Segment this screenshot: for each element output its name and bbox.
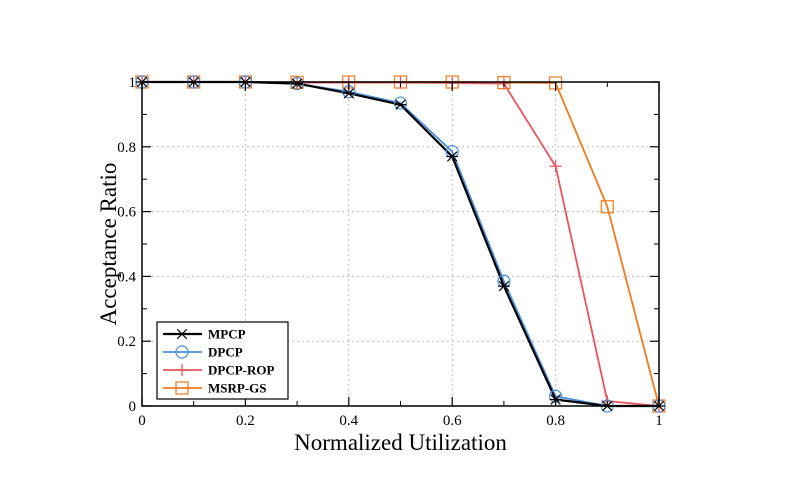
legend-marker-mpcp (176, 328, 188, 340)
axis-ticks (141, 81, 660, 407)
legend-label-dpcp-rop: DPCP-ROP (208, 363, 274, 378)
data-point-dpcp (497, 274, 511, 288)
data-point-mpcp (342, 88, 355, 99)
data-point-dpcp (445, 145, 459, 159)
y-tick-label: 0 (129, 399, 137, 415)
y-tick-label: 0.6 (117, 205, 136, 221)
x-tick-label: 0 (138, 413, 146, 429)
legend-label-dpcp: DPCP (208, 345, 243, 360)
legend-marker-dpcp-rop (176, 364, 188, 376)
legend-label-mpcp: MPCP (208, 327, 246, 342)
y-tick-label: 0.8 (117, 140, 136, 156)
data-point-mpcp (394, 99, 407, 110)
y-axis-title: Acceptance Ratio (96, 163, 121, 326)
legend-label-msrp-gs: MSRP-GS (208, 381, 267, 396)
y-tick-label: 0.4 (117, 269, 136, 285)
y-tick-label: 1 (129, 75, 137, 91)
y-tick-label: 0.2 (117, 334, 136, 350)
legend: MPCP DPCP DPCP-ROP MSRP-GS (156, 321, 289, 400)
data-point-dpcp-rop (549, 160, 562, 173)
x-tick-label: 1 (655, 413, 663, 429)
x-axis-title: Normalized Utilization (294, 430, 507, 455)
x-tick-label: 0.8 (546, 413, 565, 429)
tick-labels: 0 0.2 0.4 0.6 0.8 1 0 0.2 0.4 0.6 0.8 1 (117, 75, 663, 429)
x-tick-label: 0.6 (443, 413, 462, 429)
legend-marker-dpcp (175, 345, 189, 359)
x-tick-label: 0.2 (236, 413, 255, 429)
data-point-mpcp (497, 280, 510, 292)
data-point-msrp-gs (600, 200, 614, 214)
legend-marker-msrp-gs (175, 381, 189, 395)
data-point-dpcp (393, 96, 408, 110)
x-tick-label: 0.4 (339, 413, 358, 429)
data-point-mpcp (446, 151, 459, 162)
